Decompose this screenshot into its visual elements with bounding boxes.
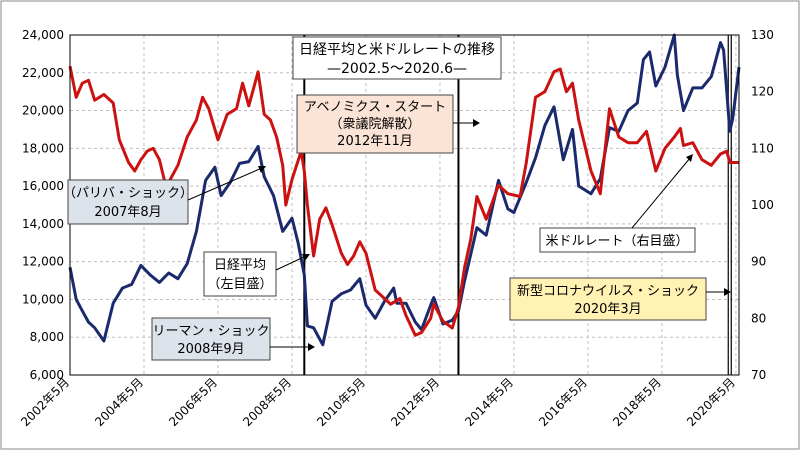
y-left-tick-label: 8,000 bbox=[30, 330, 64, 344]
y-right-tick-label: 100 bbox=[751, 198, 774, 212]
y-left-tick-label: 24,000 bbox=[22, 28, 64, 42]
paribas-arrow bbox=[187, 167, 263, 201]
y-left-tick-label: 16,000 bbox=[22, 179, 64, 193]
y-right-tick-label: 90 bbox=[751, 255, 766, 269]
y-right-tick-label: 80 bbox=[751, 311, 766, 325]
covid-line-2: 2020年3月 bbox=[574, 302, 641, 317]
lehman-box bbox=[151, 317, 271, 361]
paribas-line-1: （パリバ・ショック） bbox=[63, 186, 193, 201]
chart-title: 日経平均と米ドルレートの推移 bbox=[299, 42, 495, 58]
y-left-tick-label: 18,000 bbox=[22, 141, 64, 155]
nikkei-label-line-2: （左目盛） bbox=[207, 277, 272, 292]
y-left-tick-label: 14,000 bbox=[22, 217, 64, 231]
y-left-tick-label: 20,000 bbox=[22, 104, 64, 118]
usd-label-arrow bbox=[631, 157, 691, 229]
usd-label-box bbox=[539, 227, 696, 253]
y-right-tick-label: 120 bbox=[751, 85, 774, 99]
y-left-tick-label: 10,000 bbox=[22, 292, 64, 306]
abenomics-box bbox=[296, 94, 454, 154]
usd-label-text: 米ドルレート（右目盛） bbox=[545, 234, 688, 249]
nikkei-label-line-1: 日経平均 bbox=[214, 258, 266, 273]
lehman-line-2: 2008年9月 bbox=[177, 342, 244, 357]
lehman-arrowhead bbox=[308, 343, 315, 351]
y-axis-right: 70 80 90 100 110 120 130 bbox=[751, 28, 774, 382]
lehman-line-1: リーマン・ショック bbox=[152, 324, 269, 339]
abenomics-line-2: （衆議院解散） bbox=[329, 116, 420, 132]
covid-box bbox=[509, 277, 707, 321]
y-right-tick-label: 70 bbox=[751, 368, 766, 382]
covid-arrowhead bbox=[724, 288, 731, 296]
abenomics-arrowhead bbox=[473, 119, 480, 127]
usd-label-annotation: 米ドルレート（右目盛） bbox=[539, 154, 696, 253]
y-axis-left: 6,000 8,000 10,000 12,000 14,000 16,000 18,000… bbox=[22, 28, 64, 382]
y-right-tick-label: 110 bbox=[751, 141, 774, 155]
y-right-tick-label: 130 bbox=[751, 28, 774, 42]
title-box: 日経平均と米ドルレートの推移 —2002.5～2020.6— bbox=[292, 36, 502, 80]
abenomics-annotation: アベノミクス・スタート （衆議院解散） 2012年11月 bbox=[296, 94, 480, 154]
paribas-line-2: 2007年8月 bbox=[94, 205, 161, 220]
y-left-tick-label: 22,000 bbox=[22, 66, 64, 80]
lehman-annotation: リーマン・ショック 2008年9月 bbox=[151, 317, 315, 361]
abenomics-line-1: アベノミクス・スタート bbox=[304, 100, 446, 115]
covid-annotation: 新型コロナウイルス・ショック 2020年3月 bbox=[509, 277, 731, 321]
covid-line-1: 新型コロナウイルス・ショック bbox=[517, 283, 699, 299]
nikkei-label-arrow bbox=[275, 255, 307, 271]
abenomics-line-3: 2012年11月 bbox=[337, 134, 413, 149]
nikkei-label-annotation: 日経平均 （左目盛） bbox=[203, 251, 310, 297]
chart-subtitle: —2002.5～2020.6— bbox=[327, 61, 467, 77]
nikkei-label-box bbox=[203, 251, 277, 297]
usd-label-arrowhead bbox=[686, 154, 693, 162]
y-left-tick-label: 6,000 bbox=[30, 368, 64, 382]
paribas-annotation: （パリバ・ショック） 2007年8月 bbox=[63, 166, 266, 225]
nikkei-series-line bbox=[68, 33, 741, 347]
y-left-tick-label: 12,000 bbox=[22, 255, 64, 269]
title-box-frame bbox=[292, 36, 502, 80]
paribas-box bbox=[67, 179, 189, 225]
paribas-arrowhead bbox=[258, 166, 266, 173]
nikkei-label-arrowhead bbox=[302, 254, 310, 261]
